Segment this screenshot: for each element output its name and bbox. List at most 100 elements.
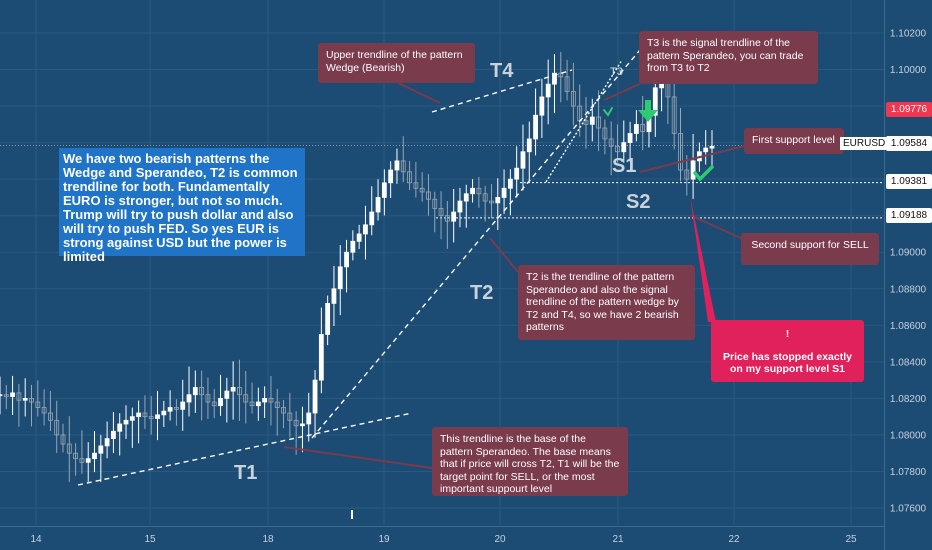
label-s2: S2 <box>626 191 651 213</box>
candle-body <box>98 445 104 454</box>
x-tick-label: 15 <box>144 534 156 545</box>
y-tick-label: 1.07600 <box>890 504 927 515</box>
candle-body <box>3 394 9 397</box>
candle-body <box>482 193 488 202</box>
candle-body <box>356 233 362 242</box>
candle-body <box>344 251 349 268</box>
candle-body <box>262 397 268 403</box>
candle-body <box>703 147 709 153</box>
candle-body <box>451 211 457 222</box>
candle-body <box>136 412 142 418</box>
candle-body <box>180 401 186 410</box>
candle-body <box>300 423 305 427</box>
upper-trendline-note: Upper trendline of the pattern Wedge (Be… <box>318 43 475 83</box>
candle-body <box>552 72 557 85</box>
connector-t3 <box>603 83 641 101</box>
candle-body <box>652 87 658 116</box>
candle-body <box>514 167 520 180</box>
candle-body <box>470 187 475 195</box>
candle-body <box>526 138 532 153</box>
label-s1: S1 <box>612 155 637 177</box>
markers-layer <box>283 82 746 469</box>
candle-body <box>331 288 337 304</box>
candle-body <box>318 334 324 381</box>
x-tick-label: 21 <box>612 534 624 545</box>
candle-body <box>41 407 47 414</box>
base-note: This trendline is the base of the patter… <box>432 427 628 496</box>
candle-body <box>161 410 167 416</box>
y-axis: 1.102001.100001.098001.096001.094001.092… <box>884 0 927 550</box>
candle-body <box>92 452 97 460</box>
candle-body <box>394 160 400 171</box>
alert-note: ! Price has stopped exactly on my suppor… <box>711 320 864 382</box>
first-support-note: First support level <box>744 128 844 154</box>
candle-body <box>457 200 463 213</box>
y-tick-label: 1.08200 <box>890 394 927 405</box>
alert-mark: ! <box>785 328 790 340</box>
connector-alert <box>690 196 716 322</box>
t2-note: T2 is the trendline of the pattern Spera… <box>518 265 695 340</box>
candle-body <box>167 407 173 412</box>
x-tick-label: 19 <box>378 534 390 545</box>
candle-body <box>407 171 412 184</box>
candle-body <box>463 193 469 202</box>
candle-body <box>29 397 34 403</box>
candle-body <box>186 394 192 403</box>
candle-body <box>111 430 116 439</box>
checkmark-icon <box>693 165 714 182</box>
analysis-note: We have two bearish patterns the Wedge a… <box>59 148 305 264</box>
support-levels <box>0 145 884 219</box>
connector-upper <box>397 82 441 104</box>
candle-body <box>22 397 28 401</box>
x-tick-label: 14 <box>30 534 42 545</box>
candle-body <box>211 401 217 407</box>
candle-body <box>495 197 501 204</box>
candle-body <box>35 401 41 408</box>
candle-body <box>369 211 375 226</box>
label-t4: T4 <box>490 60 514 82</box>
candle-body <box>501 187 507 198</box>
candle-body <box>224 390 230 399</box>
candle-body <box>312 379 318 414</box>
candle-body <box>66 443 72 454</box>
s1-price-tag: 1.09381 <box>886 174 932 189</box>
candle-body <box>684 169 690 180</box>
candle-body <box>400 160 406 173</box>
candle-body <box>350 240 356 253</box>
candle-body <box>249 401 255 407</box>
y-tick-label: 1.08400 <box>890 357 927 368</box>
candle-body <box>615 145 620 153</box>
down-arrow-icon <box>638 100 658 122</box>
candle-body <box>129 416 135 421</box>
candle-body <box>142 412 148 418</box>
candle-body <box>507 178 513 189</box>
x-tick-label: 20 <box>494 534 506 545</box>
candle-body <box>268 397 274 403</box>
candle-body <box>155 414 160 419</box>
candle-body <box>230 387 236 392</box>
y-tick-label: 1.07800 <box>890 467 927 478</box>
trendlines-layer <box>77 49 641 486</box>
candle-body <box>621 142 627 153</box>
y-tick-label: 1.09000 <box>890 248 927 259</box>
candle-body <box>583 120 589 125</box>
label-t3: T3 <box>610 66 623 78</box>
candle-body <box>60 434 66 445</box>
candle-body <box>0 394 3 397</box>
candle-body <box>174 407 179 410</box>
x-tick-label: 22 <box>728 534 740 545</box>
y-tick-label: 1.08800 <box>890 284 927 295</box>
candle-body <box>413 182 419 189</box>
candle-body <box>438 207 444 217</box>
candle-body <box>426 191 431 200</box>
candle-body <box>237 387 242 396</box>
candle-body <box>243 394 249 403</box>
candle-body <box>533 114 538 140</box>
candle-body <box>596 116 601 129</box>
x-axis: 14 15 18 19 20 21 22 25 <box>0 510 884 545</box>
candle-body <box>539 96 545 116</box>
candle-body <box>293 419 299 427</box>
candle-body <box>671 96 677 134</box>
connector-t2 <box>489 237 519 273</box>
